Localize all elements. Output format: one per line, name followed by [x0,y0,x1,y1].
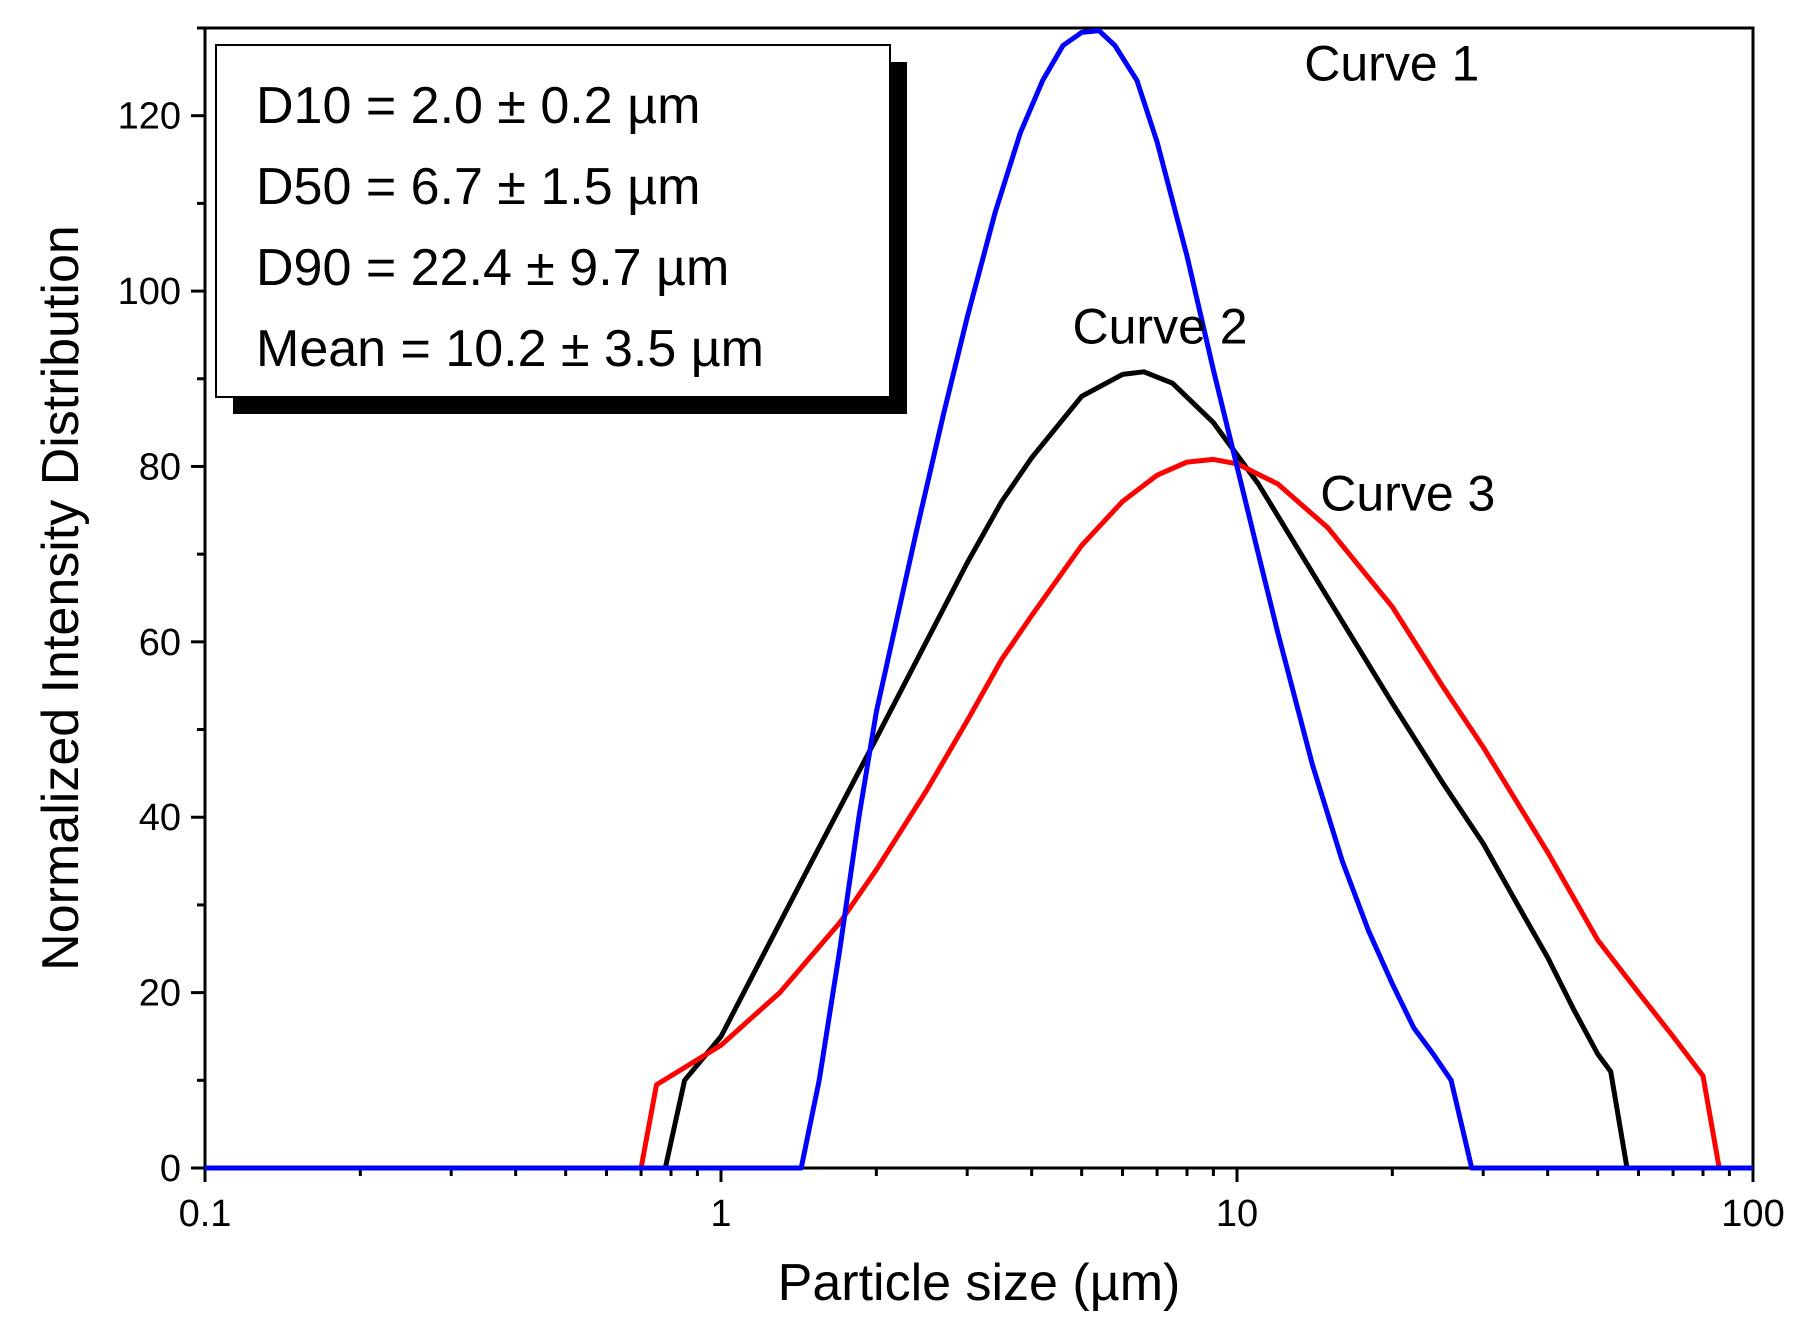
x-tick-label: 1 [710,1193,731,1235]
series-line-curve-2 [205,369,1753,1171]
stat-d50: D50 = 6.7 ± 1.5 µm [256,158,700,216]
x-tick-label: 10 [1216,1193,1258,1235]
y-tick-label: 40 [139,797,181,839]
curve-label: Curve 1 [1304,36,1479,92]
y-tick-label: 120 [118,96,181,138]
stat-d10: D10 = 2.0 ± 0.2 µm [256,77,700,135]
y-tick-label: 60 [139,622,181,664]
x-tick-label: 100 [1721,1193,1784,1235]
y-tick-label: 0 [160,1148,181,1190]
stat-d90: D90 = 22.4 ± 9.7 µm [256,239,729,297]
series-layer [205,28,1753,1171]
stats-box-panel [215,44,891,398]
plot-frame [203,26,1755,1170]
stat-mean: Mean = 10.2 ± 3.5 µm [256,320,764,378]
x-axis-title: Particle size (µm) [778,1254,1181,1312]
series-line-curve-1 [205,28,1753,1171]
x-tick-label: 0.1 [179,1193,232,1235]
y-axis-title: Normalized Intensity Distribution [32,225,90,971]
x-axis-tick-labels: 0.1 1 10 100 [179,1193,1785,1235]
y-axis-tick-labels: 0 20 40 60 80 100 120 [118,96,181,1190]
curve-label: Curve 2 [1073,299,1248,355]
stats-box: D10 = 2.0 ± 0.2 µm D50 = 6.7 ± 1.5 µm D9… [215,44,907,414]
y-tick-label: 20 [139,973,181,1015]
series-line-curve-3 [205,456,1753,1171]
y-tick-label: 100 [118,271,181,313]
y-tick-label: 80 [139,446,181,488]
y-axis-ticks [191,26,205,1170]
annotation-layer: Curve 1 Curve 2 Curve 3 [1073,36,1496,522]
curve-label: Curve 3 [1320,465,1495,521]
